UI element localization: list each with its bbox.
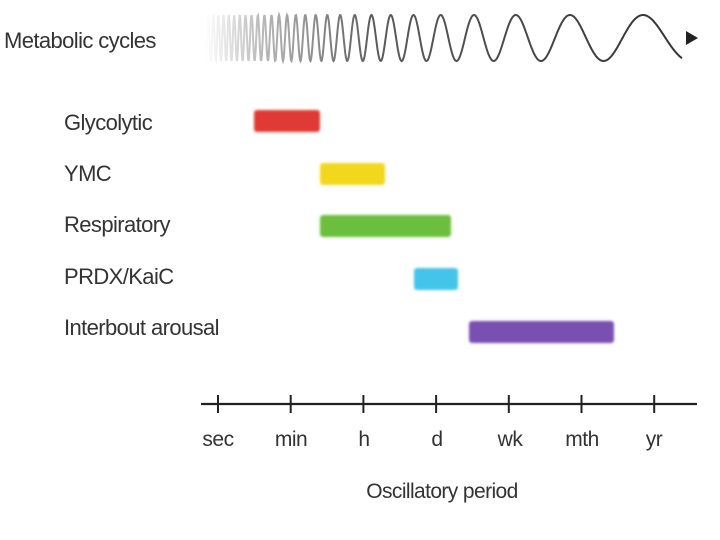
range-bar-interbout-arousal	[468, 321, 615, 343]
tick-label-sec: sec	[202, 428, 234, 451]
range-bar-ymc	[319, 163, 386, 185]
range-bar-glycolytic	[254, 110, 320, 132]
oscillation-wave-illustration	[204, 11, 698, 65]
range-bar-prdx-kaic	[414, 268, 458, 290]
tick-label-d: d	[431, 428, 443, 451]
tick-label-h: h	[358, 428, 370, 451]
chirp-wave	[204, 11, 683, 65]
row-label-respiratory: Respiratory	[64, 212, 170, 237]
tick-label-yr: yr	[645, 428, 663, 451]
row-label-ymc: YMC	[64, 161, 112, 186]
tick-label-mth: mth	[565, 428, 599, 451]
row-label-prdx-kaic: PRDX/KaiC	[64, 264, 174, 289]
diagram-title: Metabolic cycles	[4, 28, 156, 53]
tick-label-wk: wk	[497, 428, 523, 451]
range-bar-respiratory	[319, 215, 451, 237]
row-label-glycolytic: Glycolytic	[64, 110, 153, 135]
wave-axis-arrowhead	[686, 31, 698, 45]
tick-label-min: min	[274, 428, 308, 451]
axis-title: Oscillatory period	[366, 480, 518, 503]
row-label-interbout-arousal: Interbout arousal	[64, 315, 220, 340]
